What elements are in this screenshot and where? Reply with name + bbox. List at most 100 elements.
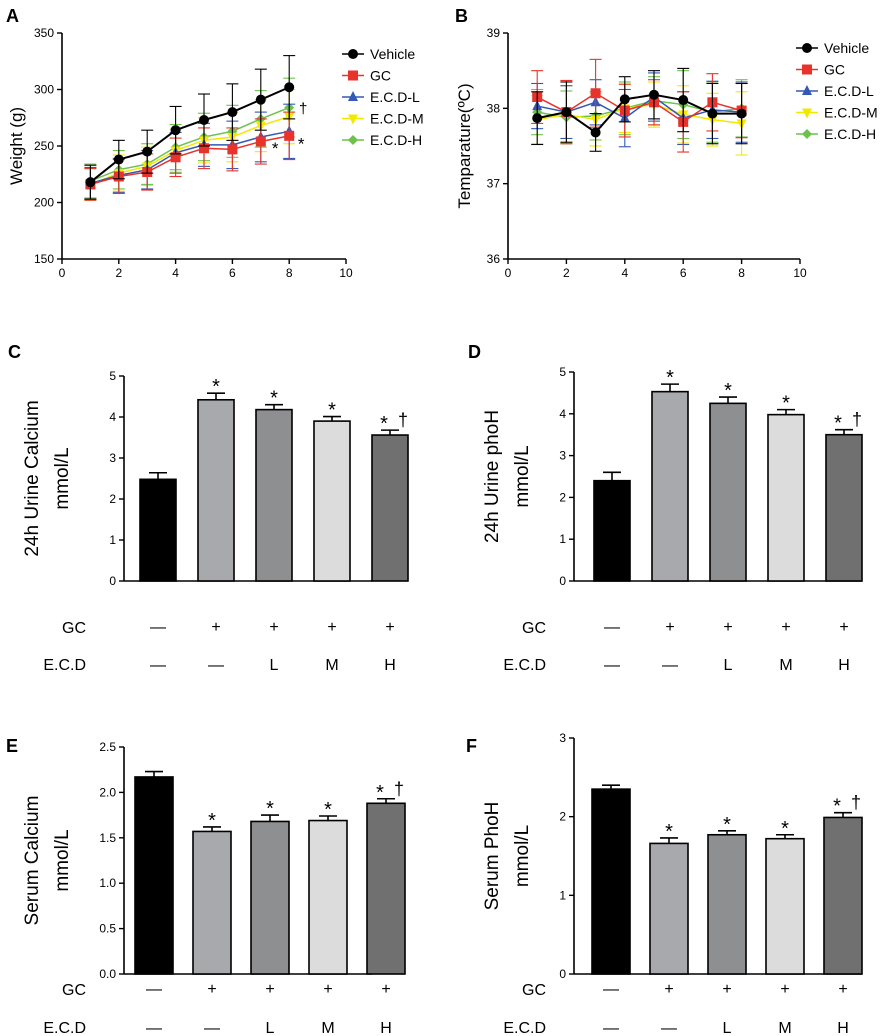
legend-marker <box>348 91 358 101</box>
bar-group: * † <box>823 793 863 975</box>
gc-row-value: + <box>839 619 848 636</box>
series-line <box>536 93 742 134</box>
y-tick-label: 2.5 <box>99 740 116 754</box>
bar <box>134 776 174 975</box>
bar-group: * † <box>825 410 863 582</box>
legend-label: E.C.D-M <box>824 105 878 121</box>
ecd-row-value: — <box>146 1020 162 1036</box>
series-vehicle <box>531 67 748 152</box>
legend-label: E.C.D-L <box>370 89 420 105</box>
data-point <box>142 146 153 157</box>
y-tick-label: 5 <box>109 369 116 383</box>
y-axis-label: Serum Calcium <box>22 796 43 926</box>
y-tick-label: 5 <box>559 365 566 379</box>
bar <box>649 842 689 975</box>
legend-marker <box>348 135 358 145</box>
ecd-row-value: — <box>662 657 678 674</box>
legend: Vehicle GC E.C.D-L E.C.D-M E.C.D-H <box>796 40 878 142</box>
significance-marker: * <box>782 393 790 415</box>
y-tick-label: 3 <box>559 449 566 463</box>
significance-marker: † <box>852 410 862 430</box>
ecd-row-value: — <box>603 1020 619 1036</box>
ecd-row-value: H <box>384 657 396 674</box>
gc-row-label: GC <box>522 620 546 637</box>
significance-marker: * <box>212 376 220 398</box>
legend: Vehicle GC E.C.D-L E.C.D-M E.C.D-H <box>342 46 424 148</box>
y-tick-label: 0 <box>109 574 116 588</box>
x-tick-label: 6 <box>229 266 236 280</box>
data-point <box>227 144 238 155</box>
data-point <box>255 136 266 147</box>
y-tick-label: 350 <box>34 26 54 40</box>
gc-row-value: — <box>150 619 166 636</box>
ecd-row-value: — <box>204 1020 220 1036</box>
gc-row-value: + <box>207 981 216 998</box>
y-axis-label: 24h Urine phoH <box>482 410 503 543</box>
ecd-row-label: E.C.D <box>503 1020 546 1036</box>
legend-marker <box>802 43 812 53</box>
data-point <box>619 94 630 105</box>
bar <box>366 802 406 975</box>
gc-row-value: — <box>603 981 619 998</box>
bar-group: * † <box>371 410 409 582</box>
bar <box>591 788 631 975</box>
data-point <box>199 143 209 154</box>
significance-marker: * <box>833 796 841 818</box>
ecd-row-label: E.C.D <box>43 657 86 674</box>
x-tick-label: 0 <box>59 266 66 280</box>
data-point <box>532 113 543 124</box>
gc-row-value: + <box>327 619 336 636</box>
panel-letter: F <box>466 736 477 756</box>
bar-group: * <box>767 393 805 582</box>
y-tick-label: 2.0 <box>99 785 116 799</box>
data-point <box>678 95 689 106</box>
y-tick-label: 1.5 <box>99 831 116 845</box>
panel-c: C 0 1 2 3 4 5 24h Urine Calcium mmol/L — — * + — * + L * +… <box>8 342 409 674</box>
bar <box>197 398 235 582</box>
ecd-row-value: — <box>661 1020 677 1036</box>
bar-group <box>139 471 177 582</box>
legend-label: E.C.D-L <box>824 83 874 99</box>
ecd-row-value: M <box>779 657 792 674</box>
data-point <box>736 108 747 119</box>
ecd-row-value: M <box>325 657 338 674</box>
gc-row-value: + <box>265 981 274 998</box>
y-axis-unit: mmol/L <box>512 445 533 507</box>
x-tick-label: 4 <box>621 266 628 280</box>
y-tick-label: 0 <box>559 574 566 588</box>
legend-label: Vehicle <box>370 46 415 62</box>
data-point <box>199 115 209 126</box>
data-point <box>170 152 181 163</box>
bar <box>313 420 351 582</box>
bar-group <box>593 471 631 582</box>
bar-group: * <box>313 400 351 582</box>
bar <box>767 413 805 582</box>
y-axis-label: 24h Urine Calcium <box>22 400 43 556</box>
gc-row-value: + <box>723 619 732 636</box>
legend-marker <box>348 114 358 125</box>
bar-group: * † <box>366 779 406 975</box>
ecd-row-value: — <box>208 657 224 674</box>
y-axis-unit: mmol/L <box>52 447 73 509</box>
data-point <box>113 154 124 165</box>
gc-row-value: + <box>722 981 731 998</box>
x-tick-label: 0 <box>505 266 512 280</box>
bar-group: * <box>197 376 235 582</box>
data-point <box>227 107 238 118</box>
gc-row-value: + <box>385 619 394 636</box>
x-tick-label: 10 <box>793 266 807 280</box>
x-tick-label: 10 <box>339 266 353 280</box>
legend-label: GC <box>824 62 845 78</box>
y-axis-unit: mmol/L <box>512 825 533 887</box>
legend-marker <box>802 129 812 139</box>
significance-marker: † <box>394 779 404 799</box>
x-tick-label: 4 <box>172 266 179 280</box>
legend-label: Vehicle <box>824 40 869 56</box>
y-tick-label: 4 <box>109 410 116 424</box>
gc-row-value: + <box>664 981 673 998</box>
legend-label: E.C.D-M <box>370 111 424 127</box>
bar <box>707 833 747 975</box>
x-tick-label: 2 <box>115 266 122 280</box>
